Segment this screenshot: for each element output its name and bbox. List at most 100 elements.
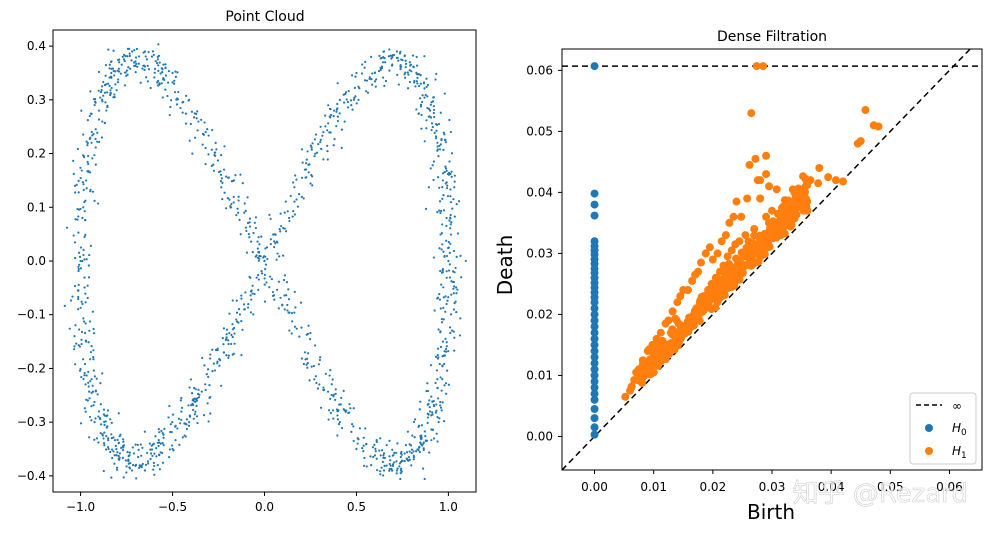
point-cloud-point bbox=[122, 444, 126, 447]
point-cloud-point bbox=[106, 91, 109, 94]
point-cloud-point bbox=[418, 408, 421, 411]
point-cloud-point bbox=[252, 313, 255, 316]
point-cloud-anchor-point bbox=[81, 302, 84, 306]
point-cloud-point bbox=[188, 386, 191, 389]
point-cloud-point bbox=[331, 378, 334, 381]
point-cloud-point bbox=[138, 466, 141, 470]
point-cloud-point bbox=[388, 69, 391, 72]
h1-point bbox=[638, 356, 647, 365]
point-cloud-point bbox=[240, 294, 243, 297]
point-cloud-point bbox=[191, 152, 194, 155]
point-cloud-point bbox=[235, 214, 238, 217]
point-cloud-point bbox=[220, 154, 223, 157]
point-cloud-anchor-point bbox=[428, 109, 432, 112]
point-cloud-point bbox=[104, 101, 107, 104]
point-cloud-point bbox=[86, 144, 89, 147]
point-cloud-point bbox=[117, 454, 120, 458]
h1-point bbox=[691, 270, 700, 279]
point-cloud-point bbox=[383, 84, 386, 87]
point-cloud-point bbox=[314, 152, 317, 155]
point-cloud-point bbox=[229, 206, 232, 209]
point-cloud-anchor-point bbox=[445, 302, 448, 306]
point-cloud-point bbox=[319, 140, 322, 144]
point-cloud-point bbox=[426, 83, 430, 87]
point-cloud-point bbox=[404, 62, 408, 65]
point-cloud-point bbox=[180, 396, 183, 400]
point-cloud-point bbox=[106, 445, 110, 449]
point-cloud-point bbox=[125, 465, 128, 468]
point-cloud-point bbox=[384, 79, 388, 83]
point-cloud-point bbox=[89, 350, 93, 354]
point-cloud-point bbox=[101, 372, 104, 375]
watermark-text: 知乎 @Rezard bbox=[793, 479, 968, 509]
point-cloud-point bbox=[452, 330, 455, 333]
point-cloud-point bbox=[86, 399, 90, 402]
point-cloud-point bbox=[286, 303, 289, 307]
point-cloud-point bbox=[231, 322, 234, 326]
point-cloud-point bbox=[245, 251, 249, 254]
point-cloud-point bbox=[430, 116, 433, 119]
point-cloud-point bbox=[310, 146, 313, 149]
point-cloud-point bbox=[77, 191, 80, 194]
point-cloud-point bbox=[293, 311, 296, 314]
point-cloud-anchor-point bbox=[408, 61, 411, 64]
point-cloud-point bbox=[346, 100, 350, 104]
point-cloud-point bbox=[127, 455, 130, 458]
point-cloud-point bbox=[112, 69, 115, 73]
point-cloud-point bbox=[209, 353, 212, 356]
point-cloud-point bbox=[400, 467, 403, 470]
point-cloud-point bbox=[97, 70, 101, 74]
point-cloud-point bbox=[117, 78, 120, 81]
point-cloud-point bbox=[90, 419, 93, 422]
point-cloud-point bbox=[423, 87, 426, 90]
point-cloud-point bbox=[158, 441, 161, 444]
point-cloud-point bbox=[101, 433, 104, 436]
point-cloud-point bbox=[449, 313, 453, 316]
point-cloud-point bbox=[246, 306, 250, 309]
h0-point bbox=[590, 328, 599, 337]
point-cloud-point bbox=[424, 207, 428, 210]
h1-point bbox=[737, 212, 746, 221]
point-cloud-point bbox=[77, 267, 80, 271]
point-cloud-point bbox=[269, 217, 272, 220]
point-cloud-point bbox=[92, 358, 95, 361]
point-cloud-point bbox=[404, 66, 407, 69]
point-cloud-point bbox=[241, 328, 244, 331]
point-cloud-point bbox=[179, 422, 182, 425]
point-cloud-point bbox=[219, 180, 223, 183]
point-cloud-point bbox=[417, 446, 421, 449]
point-cloud-point bbox=[204, 163, 207, 166]
point-cloud-point bbox=[445, 276, 448, 279]
point-cloud-point bbox=[391, 464, 395, 468]
point-cloud-point bbox=[279, 296, 282, 299]
point-cloud-point bbox=[306, 366, 309, 369]
point-cloud-point bbox=[185, 427, 188, 431]
point-cloud-point bbox=[78, 369, 82, 372]
point-cloud-point bbox=[309, 331, 312, 335]
persistence-y-tick-label: 0.04 bbox=[526, 185, 553, 199]
point-cloud-point bbox=[257, 278, 261, 281]
point-cloud-point bbox=[206, 402, 209, 405]
point-cloud-point bbox=[432, 96, 435, 99]
point-cloud-point bbox=[136, 443, 139, 447]
point-cloud-point bbox=[447, 240, 450, 244]
point-cloud-point bbox=[84, 410, 87, 413]
point-cloud-point bbox=[110, 71, 113, 75]
point-cloud-point bbox=[158, 468, 161, 471]
point-cloud-point bbox=[73, 241, 77, 244]
point-cloud-point bbox=[87, 370, 90, 373]
point-cloud-point bbox=[431, 125, 434, 129]
point-cloud-point bbox=[336, 82, 339, 85]
point-cloud-point bbox=[147, 50, 150, 54]
point-cloud-point bbox=[318, 383, 321, 386]
point-cloud-anchor-point bbox=[355, 71, 358, 75]
point-cloud-point bbox=[374, 85, 377, 88]
point-cloud-point bbox=[129, 67, 132, 70]
point-cloud-point bbox=[400, 450, 403, 453]
persistence-x-tick-label: 0.01 bbox=[640, 480, 667, 494]
point-cloud-anchor-point bbox=[338, 98, 341, 101]
point-cloud-point bbox=[82, 317, 85, 320]
point-cloud-point bbox=[164, 63, 167, 66]
point-cloud-point bbox=[282, 254, 285, 257]
point-cloud-point bbox=[254, 216, 258, 219]
